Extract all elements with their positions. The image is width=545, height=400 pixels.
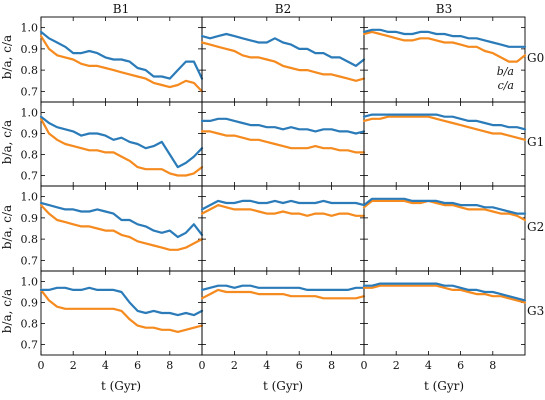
- series-c-over-a-line: [362, 284, 527, 304]
- col-title-b1: B1: [113, 2, 129, 16]
- panel-g2-b2: [200, 185, 366, 272]
- ytick-label: 0.9: [21, 212, 39, 225]
- series-b-over-a-line: [39, 286, 204, 317]
- series-b-over-a-line: [362, 113, 527, 131]
- series-b-over-a-line: [39, 115, 204, 169]
- legend-c-over-a: c/a: [498, 79, 514, 92]
- ylabel-g0: b/a, c/a: [0, 35, 14, 79]
- ytick-label: 0.7: [21, 170, 39, 183]
- ylabel-g1: b/a, c/a: [0, 120, 14, 164]
- row-title-g1: G1: [527, 135, 544, 149]
- panel-g3-b3: 0 2 4 6 8: [361, 270, 527, 372]
- panel-g0-b3: [362, 16, 527, 103]
- series-c-over-a-line: [39, 204, 204, 251]
- series-c-over-a-line: [39, 288, 204, 333]
- panel-g3-b2: 0 2 4 6 8: [199, 270, 366, 372]
- series-b-over-a-line: [362, 28, 527, 48]
- ytick-label: 1.0: [21, 22, 39, 35]
- row-title-g3: G3: [527, 304, 544, 318]
- ytick-label: 1.0: [21, 107, 39, 120]
- series-c-over-a-line: [200, 288, 366, 300]
- panel-g1-b2: [200, 101, 366, 187]
- xlabel-b1: t (Gyr): [101, 379, 141, 393]
- ytick-label: 1.0: [21, 276, 39, 289]
- xtick-label: 8: [166, 359, 173, 372]
- xtick-label: 8: [489, 359, 496, 372]
- panel-g0-b1: 0.7 0.8 0.9 1.0: [21, 16, 204, 103]
- series-c-over-a-line: [362, 199, 527, 222]
- panel-g3-b1: 0.7 0.8 0.9 1.0 0 2 4 6 8: [21, 270, 204, 372]
- series-b-over-a-line: [200, 117, 366, 135]
- ytick-label: 0.7: [21, 339, 39, 352]
- panel-frame: [201, 101, 365, 187]
- xtick-label: 6: [457, 359, 464, 372]
- col-title-b2: B2: [275, 2, 291, 16]
- panel-grid: 0.70.80.91.00.70.80.91.00.70.80.91.00.70…: [21, 16, 527, 372]
- xtick-label: 0: [38, 359, 45, 372]
- xtick-label: 4: [425, 359, 432, 372]
- series-c-over-a-line: [200, 41, 366, 82]
- series-c-over-a-line: [362, 30, 527, 63]
- xtick-label: 2: [70, 359, 77, 372]
- col-title-b3: B3: [436, 2, 452, 16]
- series-c-over-a-line: [200, 204, 366, 217]
- series-b-over-a-line: [200, 199, 366, 211]
- panel-g0-b2: [200, 16, 366, 103]
- ytick-label: 0.9: [21, 43, 39, 56]
- series-c-over-a-line: [39, 34, 204, 93]
- panel-frame: [363, 270, 526, 356]
- xtick-label: 6: [134, 359, 141, 372]
- xtick-label: 8: [328, 359, 335, 372]
- xtick-label: 0: [199, 359, 206, 372]
- ytick-label: 1.0: [21, 191, 39, 204]
- series-b-over-a-line: [362, 282, 527, 302]
- panel-g1-b3: [362, 101, 527, 187]
- xtick-label: 2: [231, 359, 238, 372]
- xtick-label: 2: [393, 359, 400, 372]
- ytick-label: 0.7: [21, 85, 39, 98]
- ytick-label: 0.7: [21, 254, 39, 267]
- panel-g2-b1: 0.7 0.8 0.9 1.0: [21, 185, 204, 272]
- panel-g1-b1: 0.7 0.8 0.9 1.0: [21, 101, 204, 187]
- xtick-label: 0: [361, 359, 368, 372]
- row-title-g0: G0: [527, 51, 544, 65]
- ytick-label: 0.9: [21, 297, 39, 310]
- xtick-label: 6: [296, 359, 303, 372]
- ytick-label: 0.9: [21, 128, 39, 141]
- xlabel-b3: t (Gyr): [424, 379, 464, 393]
- xtick-label: 4: [102, 359, 109, 372]
- series-c-over-a-line: [39, 117, 204, 177]
- series-b-over-a-line: [39, 30, 204, 80]
- legend-b-over-a: b/a: [497, 65, 514, 78]
- xlabel-b2: t (Gyr): [263, 379, 303, 393]
- series-b-over-a-line: [200, 284, 366, 291]
- ytick-label: 0.8: [21, 233, 39, 246]
- panel-frame: [201, 16, 365, 103]
- panel-frame: [201, 185, 365, 272]
- panel-frame: [40, 270, 203, 356]
- ytick-label: 0.8: [21, 149, 39, 162]
- panel-frame: [201, 270, 365, 356]
- series-b-over-a-line: [362, 197, 527, 215]
- row-title-g2: G2: [527, 220, 544, 234]
- ylabel-g2: b/a, c/a: [0, 205, 14, 249]
- ytick-label: 0.8: [21, 64, 39, 77]
- ytick-label: 0.8: [21, 318, 39, 331]
- series-c-over-a-line: [200, 130, 366, 154]
- panel-frame: [40, 185, 203, 272]
- panel-g2-b3: [362, 185, 527, 272]
- series-b-over-a-line: [39, 201, 204, 239]
- series-b-over-a-line: [200, 32, 366, 68]
- ylabel-g3: b/a, c/a: [0, 289, 14, 333]
- xtick-label: 4: [263, 359, 270, 372]
- series-c-over-a-line: [362, 115, 527, 141]
